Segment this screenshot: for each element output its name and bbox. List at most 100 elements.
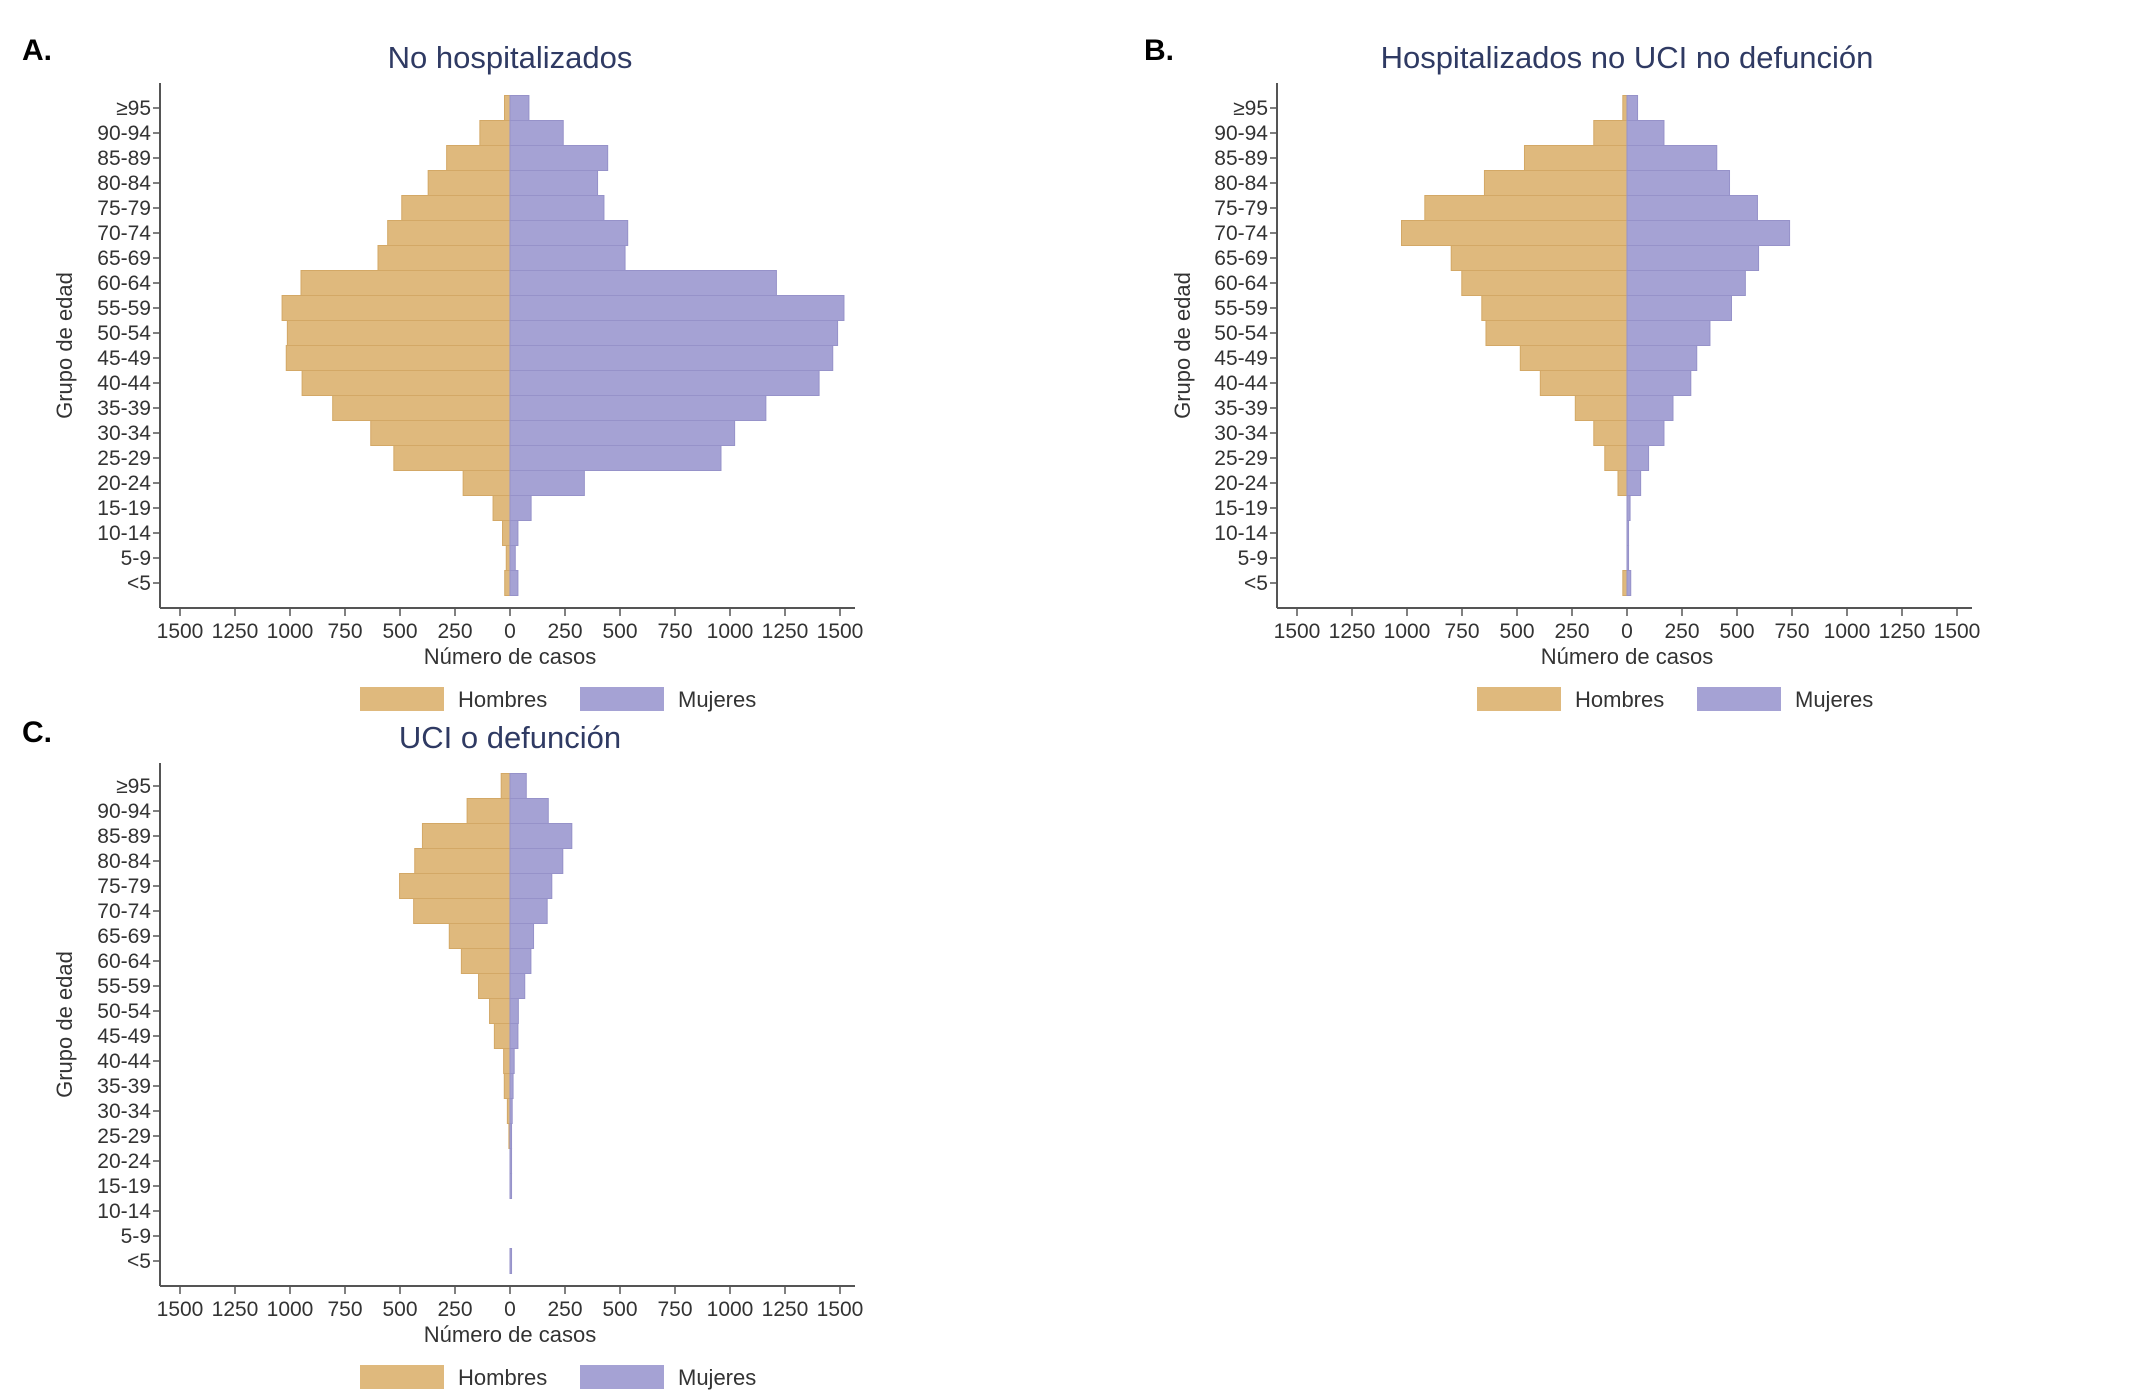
y-tick-label: 85-89 <box>97 825 151 848</box>
y-tick-label: 85-89 <box>1214 147 1268 170</box>
y-tick-label: <5 <box>1244 572 1268 595</box>
x-tick-label: 1500 <box>817 620 864 643</box>
y-tick-label: 60-64 <box>97 272 151 295</box>
y-tick-label: 55-59 <box>97 297 151 320</box>
x-tick-label: 0 <box>1621 620 1633 643</box>
bar-mujeres-30-34 <box>509 1098 513 1124</box>
legend: Hombres Mujeres <box>360 687 756 712</box>
bar-hombres-25-29 <box>393 445 511 471</box>
y-tick-label: 65-69 <box>97 925 151 948</box>
y-tick-label: 40-44 <box>97 372 151 395</box>
bar-mujeres-40-44 <box>1626 370 1692 396</box>
legend: Hombres Mujeres <box>360 1365 756 1390</box>
bar-mujeres-75-79 <box>509 873 553 899</box>
bar-mujeres-35-39 <box>1626 395 1674 421</box>
y-tick-label: 10-14 <box>1214 522 1268 545</box>
y-tick-label: 85-89 <box>97 147 151 170</box>
bar-mujeres-25-29 <box>509 1123 513 1149</box>
bar-mujeres-70-74 <box>509 898 548 924</box>
bar-hombres-45-49 <box>1519 345 1628 371</box>
y-tick-label: 40-44 <box>1214 372 1268 395</box>
y-tick-label: 30-34 <box>97 422 151 445</box>
y-tick-label: 10-14 <box>97 1200 151 1223</box>
bar-mujeres-45-49 <box>509 345 834 371</box>
panel-a: A. No hospitalizados ≥9590-9485-8980-8475-… <box>22 34 863 712</box>
panel-label: A. <box>22 34 52 67</box>
chart-title: Hospitalizados no UCI no defunción <box>1381 40 1874 75</box>
legend-label-mujeres: Mujeres <box>678 687 756 712</box>
bar-hombres-5-9 <box>505 545 511 571</box>
y-tick-label: 65-69 <box>97 247 151 270</box>
y-tick-label: 5-9 <box>121 547 151 570</box>
bar-hombres-<5 <box>504 570 511 596</box>
bar-hombres-65-69 <box>448 923 511 949</box>
bar-mujeres-5-9 <box>1626 545 1630 571</box>
bar-hombres-20-24 <box>1617 470 1628 496</box>
bar-hombres-40-44 <box>503 1048 511 1074</box>
x-tick-label: 750 <box>327 1298 362 1321</box>
y-tick-label: 70-74 <box>97 900 151 923</box>
y-tick-label: 5-9 <box>121 1225 151 1248</box>
x-tick-label: 250 <box>1664 620 1699 643</box>
y-axis-label: Grupo de edad <box>52 272 77 419</box>
y-tick-label: 35-39 <box>97 1075 151 1098</box>
legend-label-mujeres: Mujeres <box>678 1365 756 1390</box>
y-tick-label: 30-34 <box>1214 422 1268 445</box>
x-tick-label: 500 <box>382 1298 417 1321</box>
bar-mujeres-40-44 <box>509 1048 515 1074</box>
bar-mujeres-45-49 <box>1626 345 1698 371</box>
y-tick-label: 60-64 <box>97 950 151 973</box>
legend: Hombres Mujeres <box>1477 687 1873 712</box>
legend-swatch-hombres <box>360 687 444 711</box>
y-tick-label: 50-54 <box>1214 322 1268 345</box>
bar-mujeres-60-64 <box>509 948 532 974</box>
legend-swatch-hombres <box>1477 687 1561 711</box>
y-axis-label: Grupo de edad <box>52 951 77 1098</box>
bar-mujeres-≥95 <box>509 773 527 799</box>
x-tick-label: 1500 <box>157 1298 204 1321</box>
bar-mujeres-30-34 <box>509 420 736 446</box>
bar-hombres-60-64 <box>460 948 511 974</box>
y-tick-label: ≥95 <box>116 775 151 798</box>
bar-mujeres-80-84 <box>1626 170 1731 196</box>
bar-mujeres-20-24 <box>1626 470 1642 496</box>
y-tick-label: 35-39 <box>1214 397 1268 420</box>
bar-hombres-55-59 <box>478 973 511 999</box>
y-tick-label: 25-29 <box>97 447 151 470</box>
bar-mujeres-65-69 <box>509 245 626 271</box>
bar-hombres-75-79 <box>1424 195 1628 221</box>
bar-mujeres-<5 <box>1626 570 1632 596</box>
y-tick-label: 55-59 <box>97 975 151 998</box>
x-tick-label: 500 <box>602 1298 637 1321</box>
bar-hombres-≥95 <box>500 773 511 799</box>
bar-hombres-75-79 <box>399 873 511 899</box>
y-tick-label: 75-79 <box>97 197 151 220</box>
y-tick-label: <5 <box>127 1250 151 1273</box>
y-tick-label: 45-49 <box>97 347 151 370</box>
y-tick-label: 60-64 <box>1214 272 1268 295</box>
bar-mujeres-50-54 <box>509 320 839 346</box>
bar-hombres-65-69 <box>1450 245 1628 271</box>
bar-mujeres-20-24 <box>509 1148 513 1174</box>
bar-hombres-70-74 <box>1401 220 1628 246</box>
bar-hombres-80-84 <box>427 170 511 196</box>
bar-hombres-75-79 <box>401 195 511 221</box>
bar-hombres-65-69 <box>377 245 511 271</box>
bar-mujeres-90-94 <box>509 120 564 146</box>
bar-mujeres-20-24 <box>509 470 585 496</box>
x-tick-label: 750 <box>657 620 692 643</box>
bar-hombres-50-54 <box>489 998 511 1024</box>
x-tick-label: 1000 <box>707 620 754 643</box>
bar-mujeres-≥95 <box>509 95 530 121</box>
bar-mujeres-35-39 <box>509 1073 514 1099</box>
bar-hombres-90-94 <box>479 120 511 146</box>
bar-mujeres-55-59 <box>1626 295 1732 321</box>
y-tick-label: 5-9 <box>1238 547 1268 570</box>
y-tick-label: 90-94 <box>97 800 151 823</box>
bar-mujeres-55-59 <box>509 295 845 321</box>
legend-label-hombres: Hombres <box>458 687 547 712</box>
y-tick-label: 55-59 <box>1214 297 1268 320</box>
x-tick-label: 1500 <box>1934 620 1981 643</box>
bar-hombres-90-94 <box>466 798 511 824</box>
